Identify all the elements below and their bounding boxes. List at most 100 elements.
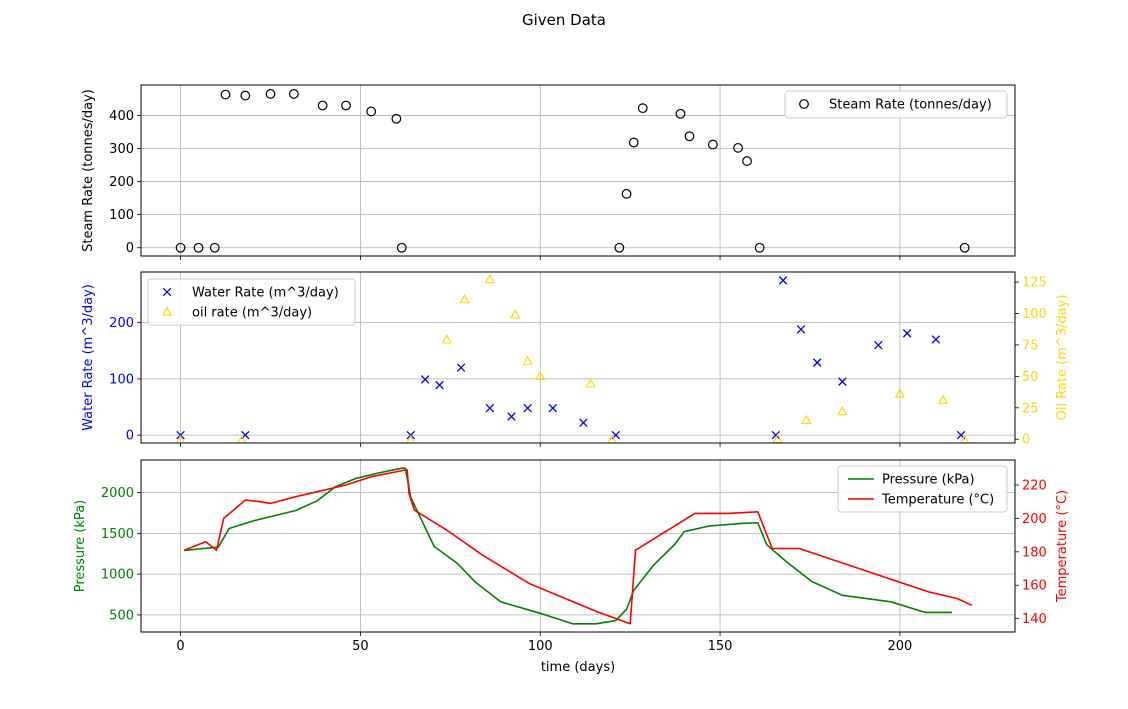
series-line — [183, 469, 973, 625]
data-point — [838, 377, 847, 386]
x-tick-label: 50 — [352, 639, 369, 654]
data-point — [684, 131, 695, 142]
y-axis-label-left: Water Rate (m^3/day) — [81, 284, 96, 431]
panel-1: 0 100 200 300 400 Steam Rate (tonnes/day) Stea… — [81, 84, 1016, 260]
data-point — [812, 358, 822, 367]
data-point — [931, 335, 941, 344]
x-tick-label: 0 — [176, 639, 184, 654]
data-point — [733, 142, 743, 153]
legend-label: oil rate (m^3/day) — [192, 306, 312, 321]
data-point — [628, 137, 639, 148]
data-point — [406, 434, 416, 443]
data-point — [796, 325, 806, 334]
legend-swatch — [161, 306, 173, 316]
y-tick-label-right: 140 — [1022, 612, 1047, 627]
y-tick-label-left: 300 — [109, 142, 134, 157]
data-point — [435, 380, 444, 390]
legend-swatch — [162, 287, 172, 297]
y-tick-label-left: 1500 — [101, 527, 134, 542]
legend-frame — [837, 465, 1008, 513]
y-tick-label-left: 100 — [109, 372, 134, 387]
data-point — [707, 139, 718, 150]
y-tick-label-left: 2000 — [101, 486, 134, 501]
y-tick-label-right: 160 — [1022, 579, 1047, 594]
data-point — [193, 242, 204, 253]
data-point — [441, 334, 452, 344]
data-point — [240, 90, 251, 101]
x-tick-label: 150 — [708, 639, 733, 654]
panel-data — [176, 273, 970, 443]
legend-label: Steam Rate (tonnes/day) — [829, 98, 992, 113]
data-point — [837, 405, 848, 416]
y-tick-label-right: 220 — [1022, 479, 1047, 494]
legend-frame — [784, 90, 1008, 119]
data-point — [959, 242, 970, 253]
data-point — [265, 89, 276, 99]
x-tick-label: 200 — [887, 639, 912, 654]
data-point — [523, 403, 532, 413]
data-point — [637, 103, 648, 114]
data-point — [366, 106, 377, 117]
data-point — [391, 113, 402, 124]
y-tick-label-left: 0 — [126, 241, 134, 256]
data-point — [459, 293, 470, 304]
y-tick-label-right: 100 — [1022, 307, 1047, 322]
data-point — [754, 242, 765, 253]
data-point — [874, 340, 883, 350]
y-tick-label-right: 50 — [1022, 370, 1039, 385]
data-point — [209, 242, 220, 253]
panel-data — [183, 467, 973, 625]
data-point — [220, 89, 231, 100]
data-point — [772, 433, 783, 443]
data-point — [742, 156, 752, 166]
data-point — [585, 378, 596, 388]
data-point — [902, 329, 912, 338]
panel-3: 0 50 100 150 200 500 1000 1500 2000 Pressure (kPa… — [73, 459, 1070, 654]
legend-frame — [147, 278, 356, 326]
data-point — [535, 370, 546, 381]
data-point — [484, 273, 496, 284]
y-axis-label-left: Steam Rate (tonnes/day) — [81, 89, 96, 252]
panel-2: 0 100 200 Water Rate (m^3/day) 0 25 50 75 100 125… — [81, 271, 1070, 448]
data-point — [522, 355, 533, 365]
data-point — [960, 434, 970, 443]
y-tick-label-right: 25 — [1022, 401, 1039, 416]
data-point — [341, 100, 351, 111]
data-point — [176, 434, 186, 443]
series-line — [184, 467, 953, 625]
y-tick-label-left: 400 — [109, 109, 134, 124]
data-point — [771, 430, 781, 440]
data-point — [420, 375, 430, 384]
y-tick-label-right: 0 — [1022, 433, 1030, 448]
x-tick-label: 100 — [528, 639, 553, 654]
y-tick-label-left: 1000 — [101, 568, 134, 583]
legend-label: Pressure (kPa) — [882, 473, 975, 488]
data-point — [801, 414, 812, 425]
y-axis-label-right: Oil Rate (m^3/day) — [1055, 295, 1070, 421]
y-tick-label-right: 200 — [1022, 512, 1047, 527]
y-tick-label-left: 100 — [109, 208, 134, 223]
data-point — [317, 100, 328, 111]
y-axis-label-right: Temperature (°C) — [1055, 490, 1070, 603]
x-axis-label: time (days) — [541, 660, 615, 675]
legend: Pressure (kPa) Temperature (°C) — [837, 465, 1008, 513]
y-tick-label-left: 0 — [126, 429, 134, 444]
y-tick-label-right: 180 — [1022, 545, 1047, 560]
y-tick-label-right: 75 — [1022, 338, 1039, 353]
y-tick-label-right: 125 — [1022, 276, 1047, 291]
legend-label: Temperature (°C) — [881, 493, 994, 508]
panel-data — [175, 89, 970, 253]
data-point — [456, 363, 466, 372]
data-point — [607, 434, 617, 443]
legend-label: Water Rate (m^3/day) — [192, 286, 339, 301]
data-point — [396, 242, 407, 253]
data-point — [288, 89, 299, 99]
plot-frame — [140, 459, 1016, 633]
data-point — [579, 418, 588, 428]
y-tick-label-left: 500 — [109, 608, 134, 623]
data-point — [237, 434, 247, 443]
data-point — [548, 403, 558, 413]
data-point — [675, 108, 686, 119]
data-point — [778, 276, 788, 285]
